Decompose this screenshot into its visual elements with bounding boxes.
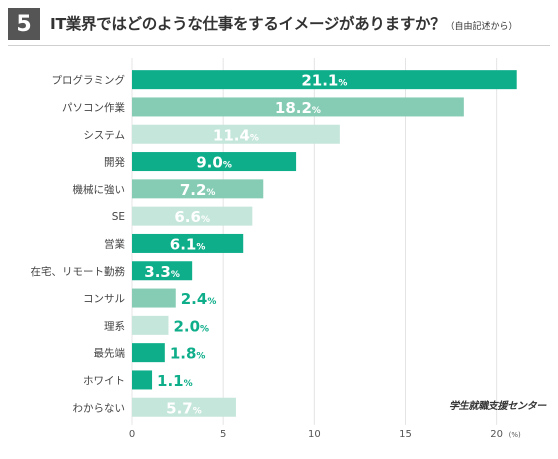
x-tick-label: 20 bbox=[490, 429, 503, 440]
chart-subtitle: （自由記述から） bbox=[445, 22, 518, 32]
category-label: 最先端 bbox=[94, 347, 126, 360]
chart-title: IT業界ではどのような仕事をするイメージがありますか？（自由記述から） bbox=[50, 12, 517, 34]
value-label: 2.4% bbox=[181, 290, 217, 308]
category-label: プログラミング bbox=[52, 74, 126, 87]
value-label: 9.0% bbox=[196, 154, 232, 172]
chart-header: 5 IT業界ではどのような仕事をするイメージがありますか？（自由記述から） bbox=[8, 8, 550, 42]
category-label: わからない bbox=[73, 402, 126, 414]
title-text: IT業界ではどのような仕事をするイメージがありますか？ bbox=[50, 15, 446, 33]
value-label: 21.1% bbox=[301, 72, 347, 90]
bar bbox=[132, 70, 517, 90]
bar bbox=[132, 152, 297, 172]
category-label: コンサル bbox=[83, 293, 125, 305]
category-label: 営業 bbox=[104, 237, 125, 250]
bar-chart: プログラミング 21.1% パソコン作業 18.2% システム 11.4% 開発 9.0% 機械… bbox=[31, 58, 521, 440]
bar bbox=[132, 233, 244, 253]
bar bbox=[132, 370, 153, 390]
question-number: 5 bbox=[8, 8, 40, 40]
value-label: 7.2% bbox=[180, 181, 216, 199]
category-label: 在宅、リモート勤務 bbox=[31, 265, 126, 278]
header-divider bbox=[8, 45, 550, 46]
bar bbox=[132, 397, 236, 417]
value-label: 6.1% bbox=[170, 235, 206, 253]
category-label: 理系 bbox=[104, 320, 125, 332]
bar bbox=[132, 206, 253, 226]
bar bbox=[132, 343, 165, 363]
x-tick-label: 0 bbox=[129, 429, 135, 440]
value-label: 3.3% bbox=[144, 263, 180, 281]
bar bbox=[132, 97, 464, 117]
value-label: 11.4% bbox=[213, 126, 259, 144]
value-label: 18.2% bbox=[275, 99, 321, 117]
category-label: ホワイト bbox=[83, 375, 125, 387]
bar bbox=[132, 315, 169, 335]
x-tick-label: 15 bbox=[399, 429, 412, 440]
bar bbox=[132, 124, 340, 144]
value-label: 2.0% bbox=[173, 317, 209, 335]
category-label: システム bbox=[83, 129, 125, 141]
bar bbox=[132, 288, 176, 308]
bar bbox=[132, 261, 193, 281]
category-label: パソコン作業 bbox=[62, 101, 125, 114]
value-label: 6.6% bbox=[174, 208, 210, 226]
x-unit-label: (%) bbox=[509, 431, 521, 439]
brand-logo: 学生就職支援センター bbox=[449, 401, 546, 412]
value-label: 1.1% bbox=[157, 372, 193, 390]
x-tick-label: 5 bbox=[220, 429, 226, 440]
bar bbox=[132, 179, 264, 199]
x-tick-label: 10 bbox=[308, 429, 321, 440]
category-label: 機械に強い bbox=[73, 183, 126, 196]
value-label: 5.7% bbox=[166, 399, 202, 417]
category-label: 開発 bbox=[104, 156, 125, 169]
category-label: SE bbox=[112, 211, 125, 223]
value-label: 1.8% bbox=[170, 345, 206, 363]
